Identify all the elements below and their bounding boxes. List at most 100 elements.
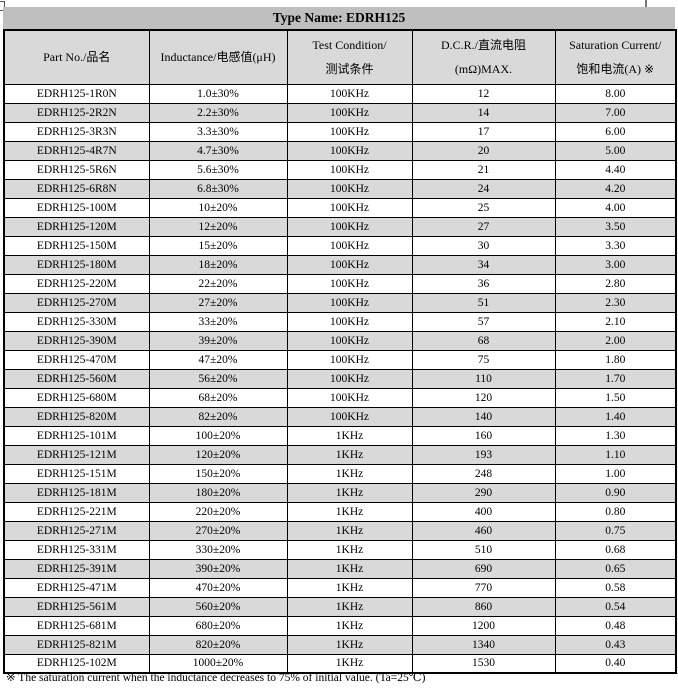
table-row: EDRH125-2R2N 2.2±30% 100KHz 14 7.00 — [3, 102, 677, 123]
table-move-handle-artifact — [0, 1, 5, 11]
table-cell: 110 — [411, 368, 556, 389]
table-cell: 0.68 — [554, 539, 677, 560]
table-cell: 220±20% — [148, 501, 288, 522]
table-row: EDRH125-121M 120±20% 1KHz 193 1.10 — [3, 444, 677, 465]
table-cell: 1.40 — [554, 406, 677, 427]
table-row: EDRH125-3R3N 3.3±30% 100KHz 17 6.00 — [3, 121, 677, 142]
table-cell: 180±20% — [148, 482, 288, 503]
table-cell: 68 — [411, 330, 556, 351]
table-cell: 820±20% — [148, 634, 288, 655]
table-row: EDRH125-471M 470±20% 1KHz 770 0.58 — [3, 577, 677, 598]
table-cell: 3.50 — [554, 216, 677, 237]
header-line: Test Condition/ — [312, 38, 387, 53]
table-cell: 12 — [411, 83, 556, 104]
table-cell: 1KHz — [286, 463, 413, 484]
table-cell: EDRH125-560M — [3, 368, 150, 389]
table-cell: 100±20% — [148, 425, 288, 446]
table-cell: 51 — [411, 292, 556, 313]
table-cell: 1KHz — [286, 520, 413, 541]
table-cell: EDRH125-681M — [3, 615, 150, 636]
table-row: EDRH125-821M 820±20% 1KHz 1340 0.43 — [3, 634, 677, 655]
table-cell: 1200 — [411, 615, 556, 636]
table-cell: EDRH125-101M — [3, 425, 150, 446]
table-cell: 1340 — [411, 634, 556, 655]
table-body: EDRH125-1R0N 1.0±30% 100KHz 12 8.00 EDRH125-2… — [3, 83, 677, 674]
table-cell: 3.00 — [554, 254, 677, 275]
table-cell: 33±20% — [148, 311, 288, 332]
table-cell: 100KHz — [286, 254, 413, 275]
table-cell: 3.3±30% — [148, 121, 288, 142]
table-cell: 5.6±30% — [148, 159, 288, 180]
header-line: 测试条件 — [325, 62, 374, 77]
table-cell: 100KHz — [286, 330, 413, 351]
table-cell: 36 — [411, 273, 556, 294]
table-cell: 1530 — [411, 653, 556, 674]
table-cell: 2.80 — [554, 273, 677, 294]
table-row: EDRH125-180M 18±20% 100KHz 34 3.00 — [3, 254, 677, 275]
table-cell: EDRH125-471M — [3, 577, 150, 598]
table-cell: 4.00 — [554, 197, 677, 218]
table-cell: 400 — [411, 501, 556, 522]
table-cell: 100KHz — [286, 292, 413, 313]
table-cell: 100KHz — [286, 273, 413, 294]
table-cell: 390±20% — [148, 558, 288, 579]
header-inductance: Inductance/电感值(μH) — [148, 29, 288, 85]
table-row: EDRH125-220M 22±20% 100KHz 36 2.80 — [3, 273, 677, 294]
table-cell: 460 — [411, 520, 556, 541]
table-cell: 290 — [411, 482, 556, 503]
table-cell: 2.00 — [554, 330, 677, 351]
table-row: EDRH125-181M 180±20% 1KHz 290 0.90 — [3, 482, 677, 503]
table-cell: 1.10 — [554, 444, 677, 465]
table-cell: 330±20% — [148, 539, 288, 560]
table-cell: EDRH125-181M — [3, 482, 150, 503]
table-cell: 120±20% — [148, 444, 288, 465]
table-cell: 57 — [411, 311, 556, 332]
table-cell: 100KHz — [286, 349, 413, 370]
table-cell: 47±20% — [148, 349, 288, 370]
table-cell: 150±20% — [148, 463, 288, 484]
table-cell: 56±20% — [148, 368, 288, 389]
table-cell: 690 — [411, 558, 556, 579]
table-cell: 1.80 — [554, 349, 677, 370]
table-cell: 30 — [411, 235, 556, 256]
table-cell: EDRH125-4R7N — [3, 140, 150, 161]
table-cell: 1KHz — [286, 444, 413, 465]
table-cell: 5.00 — [554, 140, 677, 161]
table-cell: 14 — [411, 102, 556, 123]
table-cell: 3.30 — [554, 235, 677, 256]
table-cell: EDRH125-680M — [3, 387, 150, 408]
table-cell: 1.70 — [554, 368, 677, 389]
table-cell: 1KHz — [286, 425, 413, 446]
table-cell: EDRH125-821M — [3, 634, 150, 655]
table-title: Type Name: EDRH125 — [3, 7, 675, 29]
table-cell: 2.10 — [554, 311, 677, 332]
table-cell: 6.8±30% — [148, 178, 288, 199]
table-cell: 4.40 — [554, 159, 677, 180]
table-cell: 2.2±30% — [148, 102, 288, 123]
table-cell: 39±20% — [148, 330, 288, 351]
table-cell: 1.00 — [554, 463, 677, 484]
table-row: EDRH125-331M 330±20% 1KHz 510 0.68 — [3, 539, 677, 560]
table-cell: 0.75 — [554, 520, 677, 541]
table-cell: 248 — [411, 463, 556, 484]
table-cell: 100KHz — [286, 140, 413, 161]
table-cell: EDRH125-151M — [3, 463, 150, 484]
table-row: EDRH125-561M 560±20% 1KHz 860 0.54 — [3, 596, 677, 617]
table-cell: 0.65 — [554, 558, 677, 579]
table-row: EDRH125-6R8N 6.8±30% 100KHz 24 4.20 — [3, 178, 677, 199]
table-cell: EDRH125-1R0N — [3, 83, 150, 104]
table-cell: 0.54 — [554, 596, 677, 617]
header-part-no: Part No./品名 — [3, 29, 150, 85]
table-cell: EDRH125-330M — [3, 311, 150, 332]
header-line: 饱和电流(A) ※ — [576, 62, 655, 77]
table-cell: 193 — [411, 444, 556, 465]
table-row: EDRH125-101M 100±20% 1KHz 160 1.30 — [3, 425, 677, 446]
table-cell: 100KHz — [286, 178, 413, 199]
table-cell: 1KHz — [286, 615, 413, 636]
table-cell: 0.43 — [554, 634, 677, 655]
table-cell: EDRH125-5R6N — [3, 159, 150, 180]
table-cell: 20 — [411, 140, 556, 161]
table-cell: EDRH125-3R3N — [3, 121, 150, 142]
table-row: EDRH125-680M 68±20% 100KHz 120 1.50 — [3, 387, 677, 408]
table-cell: 2.30 — [554, 292, 677, 313]
